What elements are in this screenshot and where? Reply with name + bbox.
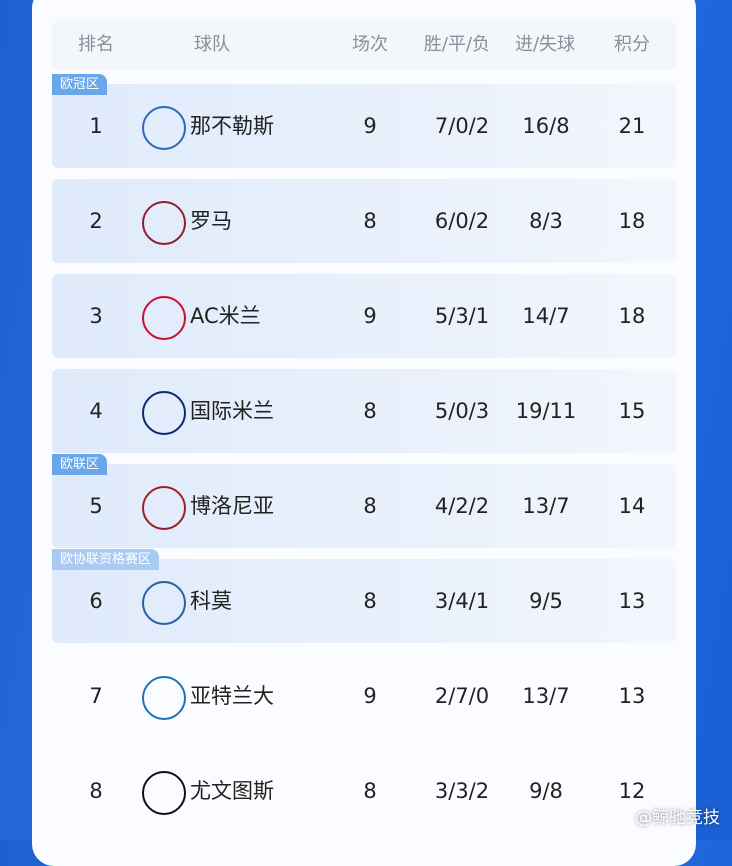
ac-milan-logo-icon xyxy=(142,296,186,340)
points: 15 xyxy=(618,399,646,423)
atalanta-logo-icon xyxy=(142,676,186,720)
rank: 1 xyxy=(89,114,103,138)
header-rank: 排名 xyxy=(78,34,114,55)
goals: 19/11 xyxy=(515,399,577,423)
header-team: 球队 xyxy=(194,34,230,55)
wdl: 3/3/2 xyxy=(434,779,490,803)
team-name: 亚特兰大 xyxy=(190,684,274,708)
table-row[interactable]: 8 尤文图斯 8 3/3/2 9/8 12 xyxy=(52,749,676,833)
table-row[interactable]: 欧冠区 1 那不勒斯 9 7/0/2 16/8 21 xyxy=(52,74,676,168)
roma-logo-icon xyxy=(142,201,186,245)
played: 8 xyxy=(363,589,377,613)
team-name: AC米兰 xyxy=(190,304,261,328)
wdl: 5/3/1 xyxy=(434,304,490,328)
played: 8 xyxy=(363,209,377,233)
goals: 16/8 xyxy=(522,114,570,138)
goals: 13/7 xyxy=(522,684,570,708)
header-wdl: 胜/平/负 xyxy=(423,34,491,55)
wdl: 5/0/3 xyxy=(434,399,490,423)
zone-badge: 欧协联资格赛区 xyxy=(52,549,160,570)
header-goals: 进/失球 xyxy=(514,34,576,55)
played: 8 xyxy=(363,399,377,423)
points: 13 xyxy=(618,684,646,708)
team-name: 尤文图斯 xyxy=(190,779,274,803)
zone-badge: 欧联区 xyxy=(52,454,108,475)
points: 18 xyxy=(618,209,646,233)
goals: 14/7 xyxy=(522,304,570,328)
como-logo-icon xyxy=(142,581,186,625)
rank: 8 xyxy=(89,779,103,803)
team-name: 科莫 xyxy=(190,589,232,613)
wdl: 3/4/1 xyxy=(434,589,490,613)
wdl: 7/0/2 xyxy=(434,114,490,138)
rank: 2 xyxy=(89,209,103,233)
rank: 3 xyxy=(89,304,103,328)
table-row[interactable]: 欧协联资格赛区 6 科莫 8 3/4/1 9/5 13 xyxy=(52,549,676,643)
table-row[interactable]: 2 罗马 8 6/0/2 8/3 18 xyxy=(52,179,676,263)
header-played: 场次 xyxy=(352,34,388,55)
played: 8 xyxy=(363,779,377,803)
points: 13 xyxy=(618,589,646,613)
table-header: 排名 球队 场次 胜/平/负 进/失球 积分 xyxy=(52,20,676,70)
table-row[interactable]: 7 亚特兰大 9 2/7/0 13/7 13 xyxy=(52,654,676,738)
napoli-logo-icon xyxy=(142,106,186,150)
wdl: 6/0/2 xyxy=(434,209,490,233)
played: 9 xyxy=(363,304,377,328)
goals: 9/5 xyxy=(529,589,563,613)
points: 14 xyxy=(618,494,646,518)
header-points: 积分 xyxy=(614,34,650,55)
inter-logo-icon xyxy=(142,391,186,435)
table-row[interactable]: 4 国际米兰 8 5/0/3 19/11 15 xyxy=(52,369,676,453)
points: 21 xyxy=(618,114,646,138)
wdl: 4/2/2 xyxy=(434,494,490,518)
goals: 13/7 xyxy=(522,494,570,518)
team-name: 那不勒斯 xyxy=(190,114,274,138)
played: 8 xyxy=(363,494,377,518)
rank: 6 xyxy=(89,589,103,613)
team-name: 博洛尼亚 xyxy=(190,494,274,518)
goals: 8/3 xyxy=(529,209,563,233)
table-row[interactable]: 3 AC米兰 9 5/3/1 14/7 18 xyxy=(52,274,676,358)
team-name: 国际米兰 xyxy=(190,399,274,423)
table-row[interactable]: 欧联区 5 博洛尼亚 8 4/2/2 13/7 14 xyxy=(52,454,676,548)
bologna-logo-icon xyxy=(142,486,186,530)
goals: 9/8 xyxy=(529,779,563,803)
rank: 7 xyxy=(89,684,103,708)
rank: 5 xyxy=(89,494,103,518)
team-name: 罗马 xyxy=(190,209,232,233)
points: 18 xyxy=(618,304,646,328)
watermark: @鲸驰竞技 xyxy=(635,808,720,828)
wdl: 2/7/0 xyxy=(434,684,490,708)
played: 9 xyxy=(363,114,377,138)
juventus-logo-icon xyxy=(142,771,186,815)
zone-badge: 欧冠区 xyxy=(52,74,108,95)
points: 12 xyxy=(618,779,646,803)
played: 9 xyxy=(363,684,377,708)
rank: 4 xyxy=(89,399,103,423)
